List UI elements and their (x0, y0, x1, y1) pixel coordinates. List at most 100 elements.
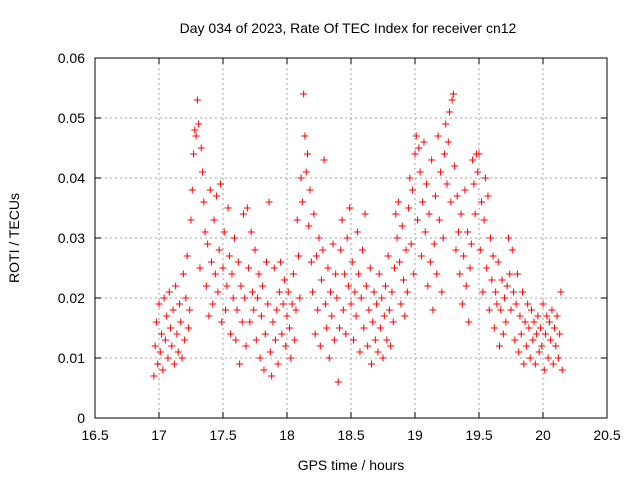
data-point (169, 306, 177, 314)
data-point (215, 246, 223, 254)
data-point (202, 282, 210, 290)
data-point (238, 318, 246, 326)
data-point (388, 288, 396, 296)
data-point (394, 198, 402, 206)
data-point (488, 276, 496, 284)
data-point (239, 210, 247, 218)
data-point (159, 366, 167, 374)
data-point (256, 354, 264, 362)
data-point (225, 252, 233, 260)
data-point (391, 264, 399, 272)
data-point (297, 174, 305, 182)
data-point (417, 252, 425, 260)
data-point (298, 198, 306, 206)
data-point (306, 186, 314, 194)
x-tick-label: 17.5 (209, 427, 236, 443)
data-point (246, 318, 254, 326)
data-point (236, 360, 244, 368)
data-point (205, 312, 213, 320)
data-point (447, 198, 455, 206)
data-point (265, 198, 273, 206)
data-point (495, 342, 503, 350)
data-point (449, 90, 457, 98)
data-point (508, 246, 516, 254)
data-point (188, 186, 196, 194)
data-point (529, 336, 537, 344)
y-tick-label: 0.01 (58, 350, 85, 366)
x-axis-ticks: 16.5 17 17.5 18 18.5 19 19.5 20 20.5 (81, 58, 621, 443)
data-point (483, 264, 491, 272)
data-point (552, 342, 560, 350)
data-point (327, 288, 335, 296)
data-point (228, 270, 236, 278)
data-point (277, 258, 285, 266)
data-point (526, 354, 534, 362)
data-point (415, 144, 423, 152)
data-point (414, 216, 422, 224)
data-point (280, 276, 288, 284)
data-point (558, 366, 566, 374)
data-point (247, 228, 255, 236)
data-point (237, 282, 245, 290)
data-point (179, 270, 187, 278)
data-point (485, 306, 493, 314)
grid (95, 58, 607, 418)
data-point (510, 288, 518, 296)
data-point (288, 300, 296, 308)
data-point (319, 246, 327, 254)
data-point (531, 360, 539, 368)
data-point (440, 150, 448, 158)
data-point (195, 120, 203, 128)
data-point (261, 330, 269, 338)
data-point (260, 366, 268, 374)
data-point (339, 306, 347, 314)
data-point (553, 312, 561, 320)
data-point (303, 150, 311, 158)
data-point (170, 360, 178, 368)
data-point (534, 312, 542, 320)
data-point (338, 216, 346, 224)
data-point (512, 300, 520, 308)
data-point (337, 246, 345, 254)
data-point (420, 138, 428, 146)
data-point (193, 96, 201, 104)
y-tick-label: 0.04 (58, 170, 85, 186)
data-point (421, 228, 429, 236)
data-point (554, 354, 562, 362)
data-point (520, 360, 528, 368)
data-point (407, 240, 415, 248)
data-point (248, 288, 256, 296)
data-point (273, 306, 281, 314)
data-point (251, 246, 259, 254)
data-point (329, 240, 337, 248)
data-point (309, 288, 317, 296)
data-point (164, 354, 172, 362)
data-point (269, 318, 277, 326)
data-point (431, 192, 439, 200)
data-point (182, 294, 190, 302)
data-points (150, 90, 566, 386)
data-point (502, 318, 510, 326)
data-point (493, 300, 501, 308)
x-tick-label: 20 (535, 427, 551, 443)
data-point (430, 240, 438, 248)
data-point (154, 360, 162, 368)
data-point (465, 318, 473, 326)
data-point (370, 288, 378, 296)
data-point (547, 336, 555, 344)
data-point (380, 312, 388, 320)
data-point (204, 240, 212, 248)
data-point (352, 312, 360, 320)
data-point (379, 354, 387, 362)
data-point (232, 336, 240, 344)
data-point (250, 306, 258, 314)
data-point (444, 138, 452, 146)
data-point (282, 342, 290, 350)
data-point (397, 300, 405, 308)
data-point (511, 336, 519, 344)
data-point (311, 330, 319, 338)
data-point (389, 318, 397, 326)
data-point (462, 282, 470, 290)
data-point (292, 306, 300, 314)
y-tick-label: 0.06 (58, 50, 85, 66)
